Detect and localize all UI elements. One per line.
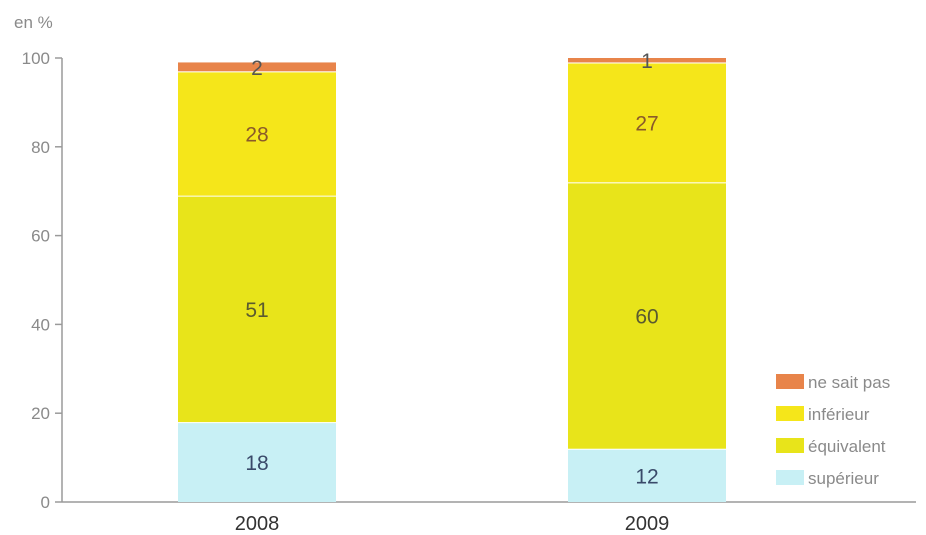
legend-label: supérieur bbox=[808, 469, 879, 488]
legend-label: inférieur bbox=[808, 405, 870, 424]
data-label-2008-2: 28 bbox=[245, 123, 268, 146]
bar-segment-2009-3 bbox=[568, 58, 726, 63]
legend-swatch bbox=[776, 470, 804, 485]
legend-label: ne sait pas bbox=[808, 373, 890, 392]
legend-swatch bbox=[776, 374, 804, 389]
data-label-2008-0: 18 bbox=[245, 452, 268, 475]
y-tick-label: 100 bbox=[22, 49, 50, 68]
data-label-2008-3: 2 bbox=[251, 57, 263, 80]
y-tick-label: 60 bbox=[31, 227, 50, 246]
bar-segment-2008-3 bbox=[178, 62, 336, 72]
data-label-2009-2: 27 bbox=[635, 112, 658, 135]
data-label-2009-3: 1 bbox=[641, 50, 653, 73]
legend-swatch bbox=[776, 406, 804, 421]
bar-segment-2008-0 bbox=[178, 422, 336, 502]
x-category-label: 2008 bbox=[235, 513, 280, 535]
bar-segment-2009-1 bbox=[568, 182, 726, 449]
data-label-2009-1: 60 bbox=[635, 306, 658, 329]
y-tick-label: 20 bbox=[31, 404, 50, 423]
legend-swatch bbox=[776, 438, 804, 453]
y-tick-label: 0 bbox=[41, 493, 50, 512]
legend-label: équivalent bbox=[808, 437, 886, 456]
bar-segment-2008-1 bbox=[178, 195, 336, 423]
y-tick-label: 80 bbox=[31, 138, 50, 157]
unit-label: en % bbox=[14, 13, 53, 32]
bars: 18 51 28 2 2008 12 60 27 1 2009 bbox=[178, 50, 726, 535]
x-category-label: 2009 bbox=[625, 513, 670, 535]
data-label-2008-1: 51 bbox=[245, 299, 268, 322]
bar-segment-2009-2 bbox=[568, 62, 726, 183]
data-label-2009-0: 12 bbox=[635, 465, 658, 488]
bar-segment-2008-2 bbox=[178, 71, 336, 196]
legend: ne sait pas inférieur équivalent supérieur bbox=[776, 373, 890, 488]
y-tick-label: 40 bbox=[31, 315, 50, 334]
bar-segment-2009-0 bbox=[568, 448, 726, 502]
